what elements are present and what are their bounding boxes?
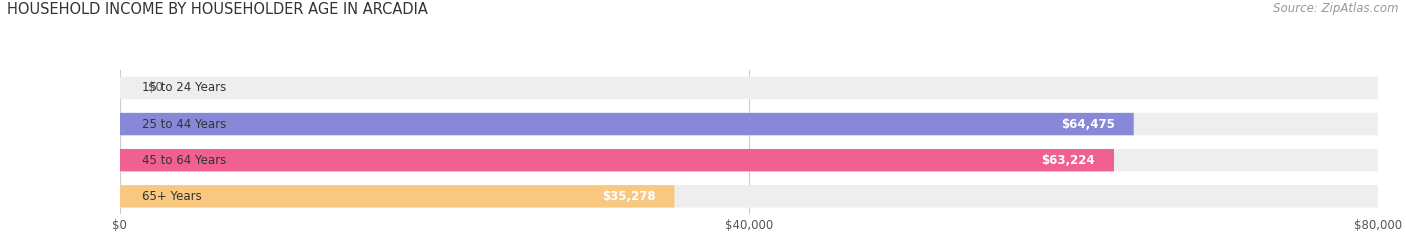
Text: 15 to 24 Years: 15 to 24 Years xyxy=(142,82,226,94)
Text: 45 to 64 Years: 45 to 64 Years xyxy=(142,154,226,167)
FancyBboxPatch shape xyxy=(120,77,1378,99)
FancyBboxPatch shape xyxy=(120,113,1378,135)
FancyBboxPatch shape xyxy=(120,149,1114,171)
Text: $63,224: $63,224 xyxy=(1042,154,1095,167)
FancyBboxPatch shape xyxy=(120,185,675,208)
Text: $64,475: $64,475 xyxy=(1062,118,1115,130)
Text: $0: $0 xyxy=(148,82,163,94)
Text: 25 to 44 Years: 25 to 44 Years xyxy=(142,118,226,130)
Text: 65+ Years: 65+ Years xyxy=(142,190,201,203)
Text: HOUSEHOLD INCOME BY HOUSEHOLDER AGE IN ARCADIA: HOUSEHOLD INCOME BY HOUSEHOLDER AGE IN A… xyxy=(7,2,427,17)
Text: $35,278: $35,278 xyxy=(602,190,655,203)
Text: Source: ZipAtlas.com: Source: ZipAtlas.com xyxy=(1274,2,1399,15)
FancyBboxPatch shape xyxy=(120,149,1378,171)
FancyBboxPatch shape xyxy=(120,185,1378,208)
FancyBboxPatch shape xyxy=(120,113,1133,135)
